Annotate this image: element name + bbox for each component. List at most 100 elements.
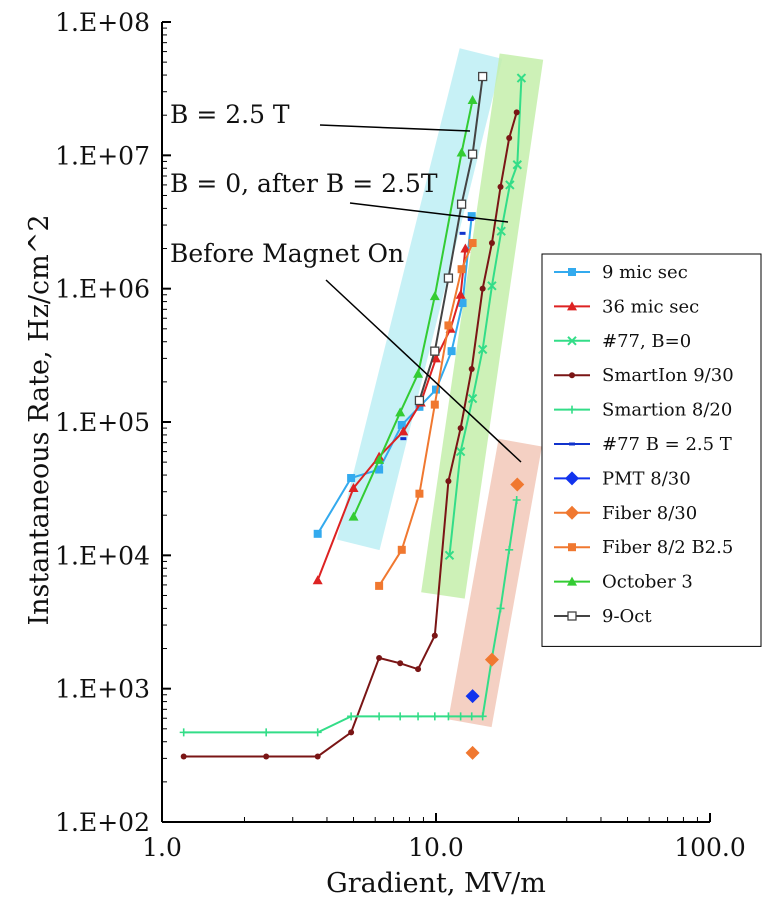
data-point [456, 199, 467, 209]
legend-label: Smartion 8/20 [602, 400, 732, 421]
data-point [347, 712, 356, 721]
data-point [456, 147, 467, 157]
highlight-bands [336, 48, 544, 728]
y-tick-label: 1.E+07 [55, 141, 150, 170]
x-axis-title: Gradient, MV/m [326, 868, 546, 899]
data-point [415, 402, 424, 411]
legend-item: #77, B=0 [554, 331, 691, 352]
data-point [484, 652, 499, 667]
legend-label: 36 mic sec [602, 296, 699, 317]
data-point [397, 660, 404, 667]
data-point [457, 425, 464, 432]
series-0 [313, 212, 476, 538]
data-point [477, 344, 488, 355]
legend-label: SmartIon 9/30 [602, 365, 734, 386]
legend-label: #77, B=0 [602, 331, 691, 352]
y-tick-label: 1.E+02 [55, 808, 150, 837]
annotation-b-2.5t-pointer [319, 124, 471, 132]
blue-band [336, 48, 503, 551]
data-point [262, 728, 271, 737]
data-point [180, 753, 187, 760]
legend-label: Fiber 8/30 [602, 503, 697, 524]
legend-label: PMT 8/30 [602, 468, 691, 489]
series-line [418, 76, 484, 401]
data-point [444, 321, 453, 330]
y-tick-label: 1.E+04 [55, 541, 150, 570]
data-point [467, 393, 478, 404]
data-point [487, 281, 497, 291]
data-point [263, 753, 270, 760]
data-point [496, 226, 506, 236]
data-point [348, 482, 359, 492]
data-point [444, 712, 453, 721]
data-point [467, 712, 476, 721]
annotation-before-magnet-pointer [325, 279, 522, 463]
data-point [445, 478, 452, 485]
data-point [395, 407, 406, 417]
data-point [479, 285, 486, 292]
data-point [312, 575, 323, 585]
data-series [179, 71, 527, 760]
data-point [505, 545, 514, 554]
annotation-before-magnet: Before Magnet On [170, 239, 404, 268]
data-point [458, 299, 467, 308]
series-4 [179, 496, 521, 737]
legend-swatch-marker [567, 611, 577, 621]
data-point [375, 712, 384, 721]
data-point [348, 511, 359, 521]
annotations: B = 2.5 T B = 0, after B = 2.5T Before M… [170, 100, 522, 463]
legend-item: Fiber 8/30 [554, 503, 697, 524]
data-point [455, 446, 466, 457]
data-point [516, 73, 527, 83]
data-point [374, 454, 385, 464]
data-point [397, 420, 406, 429]
ticks: 1.E+02 1.E+03 1.E+04 1.E+05 1.E+06 1.E+07 1.E+… [55, 8, 746, 862]
annotation-b0-after: B = 0, after B = 2.5T [170, 169, 438, 198]
data-point [430, 400, 439, 409]
data-point [348, 729, 355, 736]
data-point [488, 240, 495, 247]
series-7 [465, 477, 525, 760]
legend: 9 mic sec 36 mic sec #77, B=0 SmartIon 9/30… [541, 253, 762, 647]
data-point [457, 265, 466, 274]
data-point [465, 689, 480, 704]
data-point [465, 745, 480, 760]
legend-swatch-marker [568, 543, 576, 552]
legend-label: October 3 [602, 572, 693, 593]
y-tick-label: 1.E+06 [55, 275, 150, 304]
data-point [496, 604, 505, 613]
data-point [468, 239, 477, 248]
data-point [414, 712, 423, 721]
series-line [183, 112, 518, 758]
data-point [468, 365, 475, 372]
series-8 [375, 239, 477, 590]
legend-label: Fiber 8/2 B2.5 [602, 537, 733, 558]
legend-label: #77 B = 2.5 T [602, 434, 732, 455]
legend-item: 36 mic sec [554, 296, 699, 317]
data-point [431, 632, 438, 639]
data-point [314, 753, 321, 760]
legend-swatch-marker [567, 301, 577, 311]
data-point [375, 465, 384, 474]
data-point [460, 243, 471, 253]
annotation-b0-after-pointer [349, 202, 509, 223]
legend-item: PMT 8/30 [554, 468, 691, 489]
legend-item: SmartIon 9/30 [554, 365, 734, 386]
legend-swatch-marker [567, 576, 577, 586]
x-tick-label: 10.0 [408, 833, 464, 862]
data-point [398, 426, 409, 436]
series-5 [400, 218, 474, 441]
x-tick-label: 100.0 [674, 833, 746, 862]
series-3 [180, 109, 520, 760]
data-point [397, 545, 406, 554]
data-point [396, 712, 405, 721]
data-point [415, 489, 424, 498]
green-band [421, 53, 544, 599]
data-point [430, 712, 439, 721]
data-point [414, 395, 425, 406]
legend-swatch-marker [567, 336, 577, 346]
data-point [478, 712, 487, 721]
series-line [183, 499, 518, 734]
legend-item: Smartion 8/20 [554, 400, 732, 421]
